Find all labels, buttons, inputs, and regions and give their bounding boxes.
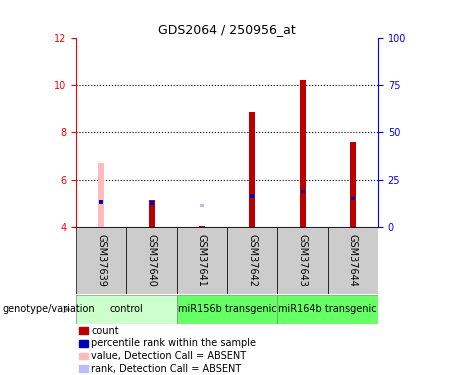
Text: GSM37640: GSM37640 — [147, 234, 157, 286]
Bar — [200, 204, 204, 207]
Text: control: control — [110, 304, 143, 314]
Title: GDS2064 / 250956_at: GDS2064 / 250956_at — [158, 23, 296, 36]
Bar — [278, 227, 328, 294]
Bar — [300, 80, 306, 227]
Text: miR156b transgenic: miR156b transgenic — [177, 304, 277, 314]
Bar — [350, 142, 356, 227]
Text: miR164b transgenic: miR164b transgenic — [278, 304, 377, 314]
Bar — [98, 163, 104, 227]
Text: GSM37642: GSM37642 — [247, 234, 257, 286]
Bar — [250, 194, 254, 198]
Text: GSM37641: GSM37641 — [197, 234, 207, 286]
Bar — [76, 295, 177, 324]
Text: percentile rank within the sample: percentile rank within the sample — [91, 338, 256, 348]
Bar — [79, 327, 88, 334]
Bar — [99, 200, 103, 204]
Bar — [249, 112, 255, 227]
Bar — [149, 201, 154, 205]
Bar — [278, 295, 378, 324]
Bar — [79, 365, 88, 372]
Bar — [199, 226, 205, 227]
Bar — [79, 352, 88, 360]
Text: rank, Detection Call = ABSENT: rank, Detection Call = ABSENT — [91, 364, 242, 374]
Text: genotype/variation: genotype/variation — [2, 304, 95, 314]
Bar — [76, 227, 126, 294]
Bar — [126, 227, 177, 294]
Bar — [328, 227, 378, 294]
Bar — [227, 227, 278, 294]
Bar — [148, 200, 154, 227]
Text: count: count — [91, 326, 119, 336]
Text: GSM37639: GSM37639 — [96, 234, 106, 286]
Bar — [79, 340, 88, 347]
Bar — [177, 295, 278, 324]
Text: value, Detection Call = ABSENT: value, Detection Call = ABSENT — [91, 351, 246, 361]
Text: GSM37643: GSM37643 — [297, 234, 307, 286]
Bar — [301, 190, 305, 193]
Bar — [351, 197, 355, 200]
Text: GSM37644: GSM37644 — [348, 234, 358, 286]
Bar — [177, 227, 227, 294]
